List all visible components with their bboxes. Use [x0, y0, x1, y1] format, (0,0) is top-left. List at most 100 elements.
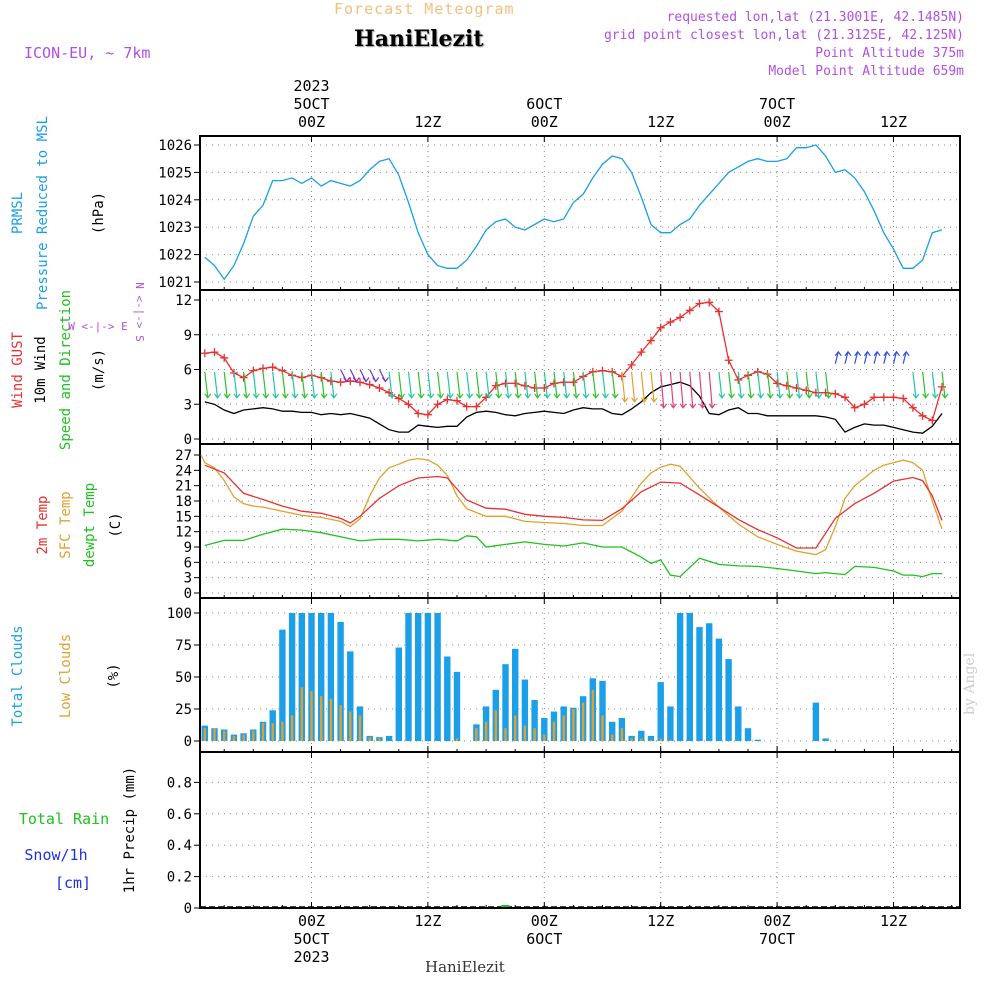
- time-axis-label-bottom: 5OCT: [293, 930, 329, 948]
- low-cloud-bar: [320, 696, 323, 741]
- requested-coords: requested lon,lat (21.3001E, 42.1485N): [666, 10, 964, 25]
- y-tick-label: 0.8: [167, 775, 192, 791]
- total-cloud-bar: [521, 679, 529, 741]
- low-cloud-bar: [339, 705, 342, 741]
- wind-arrow: [388, 371, 396, 399]
- time-axis-label-bottom: 7OCT: [759, 930, 795, 948]
- gust-marker: [734, 375, 743, 384]
- total-cloud-bar: [754, 739, 761, 741]
- time-axis-label-bottom: 2023: [293, 948, 329, 966]
- low-cloud-bar: [669, 739, 672, 741]
- y-tick-label: 0.4: [167, 838, 192, 854]
- wind-arrow: [601, 371, 609, 399]
- low-cloud-bar: [349, 711, 352, 741]
- rain-axis-label: Total Rain: [19, 810, 109, 828]
- y-tick-label: 0.2: [167, 870, 192, 886]
- low-cloud-bar: [300, 687, 303, 741]
- wind-arrow: [708, 371, 716, 409]
- low-cloud-bar: [213, 728, 216, 741]
- wind-arrow: [243, 371, 251, 399]
- compass-ns-label: N <-|-> S: [133, 282, 146, 342]
- wind-arrow: [291, 371, 299, 399]
- low-cloud-bar: [271, 723, 274, 741]
- wind-arrow: [340, 369, 351, 383]
- wind-arrow: [805, 371, 813, 399]
- gust-marker: [870, 393, 879, 402]
- low-cloud-bar: [281, 721, 284, 741]
- total-cloud-axis-label: Total Clouds: [10, 625, 26, 726]
- wind-gust-line: [204, 301, 943, 422]
- total-cloud-bar: [502, 664, 509, 741]
- wind-arrow: [563, 371, 571, 399]
- gust-marker: [841, 393, 849, 402]
- wind-arrow: [475, 371, 483, 399]
- time-axis-label-top: 5OCT: [293, 95, 329, 113]
- y-tick-label: 0: [184, 734, 192, 750]
- dewpoint-line: [204, 528, 942, 578]
- wind-arrow: [912, 371, 920, 399]
- total-cloud-bar: [318, 613, 325, 741]
- total-cloud-bar: [512, 648, 519, 741]
- time-axis-label-bottom: 6OCT: [526, 930, 562, 948]
- wind-arrow: [437, 371, 445, 399]
- temp-2m-line: [204, 464, 943, 549]
- wind-arrow: [378, 369, 389, 383]
- wind-arrow: [631, 371, 639, 403]
- wind-arrow: [795, 371, 803, 399]
- low-cloud-bar: [232, 735, 236, 741]
- wind-arrow: [902, 350, 910, 364]
- low-cloud-bar: [358, 715, 362, 741]
- precip-axis-label: 1hr Precip (mm): [122, 767, 138, 893]
- wind-arrow: [446, 371, 454, 399]
- y-tick-label: 1024: [158, 193, 192, 209]
- gust-marker: [414, 409, 423, 418]
- total-cloud-bar: [385, 735, 393, 741]
- gust-marker: [365, 380, 374, 389]
- wind-arrow: [873, 350, 881, 364]
- low-cloud-bar: [475, 728, 478, 741]
- low-cloud-bar: [533, 728, 536, 741]
- wind-arrow: [834, 350, 842, 364]
- wind-arrow: [427, 371, 435, 399]
- wind-arrow: [766, 371, 774, 399]
- total-cloud-bar: [706, 623, 713, 741]
- low-cloud-bar: [494, 710, 497, 741]
- total-cloud-bar: [453, 671, 461, 741]
- y-tick-label: 6: [184, 555, 192, 571]
- gust-marker: [462, 402, 471, 411]
- total-cloud-bar: [667, 706, 674, 741]
- total-cloud-bar: [686, 613, 693, 741]
- gust-marker: [569, 378, 578, 387]
- time-axis-label-top: 00Z: [298, 113, 325, 131]
- total-cloud-bar: [531, 700, 538, 741]
- wind-arrow: [592, 371, 600, 399]
- time-axis-label-top: 12Z: [880, 113, 907, 131]
- gust-marker: [491, 381, 500, 390]
- gust-marker: [511, 379, 520, 388]
- gust-marker: [879, 393, 888, 402]
- wind-arrow: [213, 371, 221, 399]
- wind-arrow: [718, 371, 726, 399]
- gust-marker: [326, 377, 335, 386]
- wind-arrow: [679, 371, 687, 409]
- low-cloud-bar: [591, 689, 594, 741]
- location-name: HaniElezit: [354, 26, 484, 52]
- y-tick-label: 3: [184, 397, 192, 413]
- model-label: ICON-EU, ~ 7km: [24, 44, 151, 62]
- wind-arrow: [359, 369, 370, 383]
- wind-arrow: [349, 369, 360, 383]
- sfc-temp-line: [200, 454, 943, 556]
- wind-arrow: [941, 371, 949, 399]
- time-axis-label-bottom: 12Z: [647, 912, 674, 930]
- y-tick-label: 1022: [158, 248, 192, 264]
- time-axis-label-bottom: 00Z: [531, 912, 558, 930]
- wind-unit-label: (m/s): [91, 349, 107, 391]
- wind-arrow: [931, 371, 939, 399]
- low-cloud-bar: [514, 715, 517, 741]
- gust-marker: [520, 381, 529, 390]
- total-cloud-bar: [715, 638, 723, 741]
- gust-marker: [268, 363, 277, 372]
- total-cloud-bar: [696, 627, 703, 741]
- low-cloud-bar: [261, 723, 265, 741]
- y-tick-label: 75: [175, 638, 192, 654]
